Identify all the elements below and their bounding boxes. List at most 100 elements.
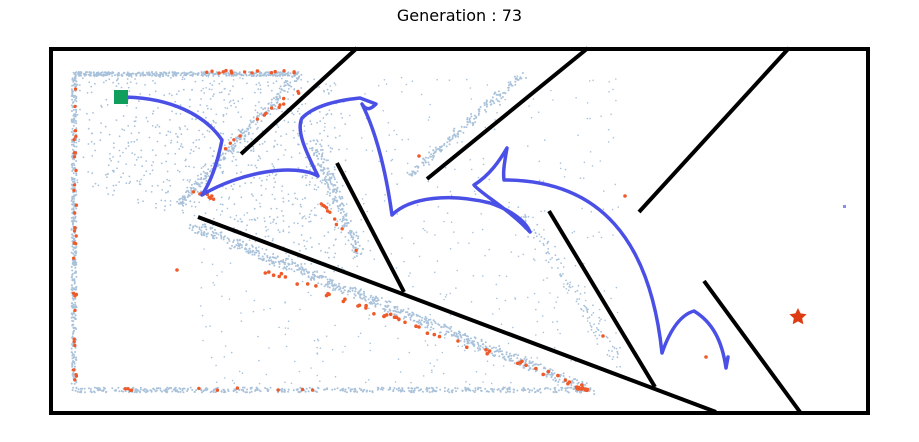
population-point bbox=[72, 108, 75, 111]
population-point bbox=[361, 198, 364, 200]
population-point bbox=[174, 389, 177, 391]
population-point bbox=[313, 188, 316, 191]
population-point bbox=[200, 391, 203, 394]
population-point bbox=[326, 202, 329, 205]
population-point bbox=[280, 210, 283, 212]
population-point bbox=[134, 164, 136, 166]
population-point bbox=[242, 390, 245, 393]
population-point-highlight bbox=[72, 188, 76, 193]
population-point bbox=[481, 228, 484, 231]
population-point bbox=[474, 193, 477, 195]
population-point bbox=[320, 155, 323, 158]
population-point bbox=[538, 233, 541, 236]
population-point bbox=[296, 78, 299, 81]
population-point bbox=[267, 389, 270, 392]
population-point bbox=[315, 189, 318, 191]
population-point bbox=[498, 345, 501, 347]
population-point bbox=[301, 280, 304, 283]
population-point-highlight bbox=[228, 141, 232, 145]
population-point bbox=[360, 219, 363, 221]
population-point bbox=[346, 148, 348, 150]
population-point bbox=[70, 163, 73, 166]
population-point bbox=[432, 152, 435, 155]
population-point bbox=[522, 386, 525, 389]
population-point-highlight bbox=[221, 70, 225, 74]
population-point bbox=[231, 160, 234, 163]
population-point bbox=[394, 305, 397, 308]
population-point bbox=[71, 332, 74, 335]
population-point-highlight bbox=[72, 151, 77, 155]
population-point bbox=[78, 138, 81, 141]
population-point bbox=[420, 323, 423, 326]
population-point bbox=[171, 110, 174, 113]
population-point bbox=[274, 181, 277, 184]
population-point bbox=[304, 103, 307, 105]
population-point-highlight bbox=[485, 351, 490, 356]
population-point bbox=[451, 136, 454, 139]
population-point bbox=[329, 173, 331, 175]
population-point bbox=[70, 130, 73, 133]
population-point bbox=[354, 286, 356, 289]
population-point bbox=[209, 98, 212, 100]
population-point bbox=[353, 233, 355, 236]
population-point bbox=[216, 209, 218, 211]
population-point bbox=[425, 319, 427, 322]
population-point bbox=[445, 294, 448, 296]
population-point bbox=[74, 389, 77, 392]
population-point bbox=[384, 308, 387, 311]
population-point bbox=[429, 362, 432, 365]
population-point bbox=[554, 380, 557, 382]
population-point bbox=[527, 235, 529, 238]
population-points-highlight bbox=[71, 68, 708, 393]
population-point bbox=[79, 89, 81, 92]
population-point bbox=[155, 72, 158, 75]
population-point bbox=[72, 216, 75, 219]
population-point bbox=[567, 289, 570, 292]
population-point bbox=[387, 310, 389, 313]
population-point bbox=[187, 189, 190, 192]
population-point bbox=[281, 260, 284, 263]
population-point bbox=[271, 104, 274, 106]
population-point bbox=[151, 74, 153, 77]
population-point bbox=[122, 151, 124, 154]
population-point bbox=[189, 71, 192, 74]
population-point bbox=[118, 135, 121, 138]
population-point bbox=[340, 112, 343, 115]
population-point bbox=[240, 320, 243, 322]
population-point bbox=[252, 120, 255, 123]
population-point bbox=[326, 278, 329, 281]
population-point bbox=[606, 337, 609, 339]
population-point bbox=[350, 243, 353, 246]
population-point bbox=[510, 83, 512, 86]
population-point bbox=[88, 119, 91, 121]
population-point bbox=[239, 218, 242, 220]
population-point bbox=[188, 105, 191, 108]
population-point bbox=[323, 158, 326, 161]
population-point-highlight bbox=[372, 312, 376, 316]
population-point bbox=[190, 183, 193, 186]
population-point bbox=[150, 191, 153, 193]
population-point bbox=[297, 135, 300, 137]
population-point bbox=[590, 210, 593, 213]
population-point bbox=[134, 388, 137, 391]
population-point bbox=[328, 188, 331, 191]
population-point bbox=[550, 371, 553, 374]
population-point bbox=[448, 391, 451, 394]
wall-7 bbox=[702, 279, 802, 414]
population-point bbox=[537, 301, 540, 303]
population-point bbox=[175, 132, 177, 135]
population-point bbox=[296, 198, 299, 200]
population-point bbox=[453, 333, 456, 336]
population-point bbox=[70, 88, 73, 91]
population-point bbox=[565, 288, 568, 290]
population-point bbox=[109, 153, 111, 155]
population-point-highlight bbox=[197, 386, 201, 391]
population-point bbox=[211, 84, 214, 86]
population-point bbox=[465, 381, 467, 383]
population-point-highlight bbox=[340, 227, 344, 231]
population-point bbox=[137, 198, 139, 201]
population-point bbox=[427, 322, 430, 325]
population-point bbox=[536, 223, 539, 226]
population-point bbox=[401, 91, 403, 93]
population-point bbox=[589, 387, 592, 390]
